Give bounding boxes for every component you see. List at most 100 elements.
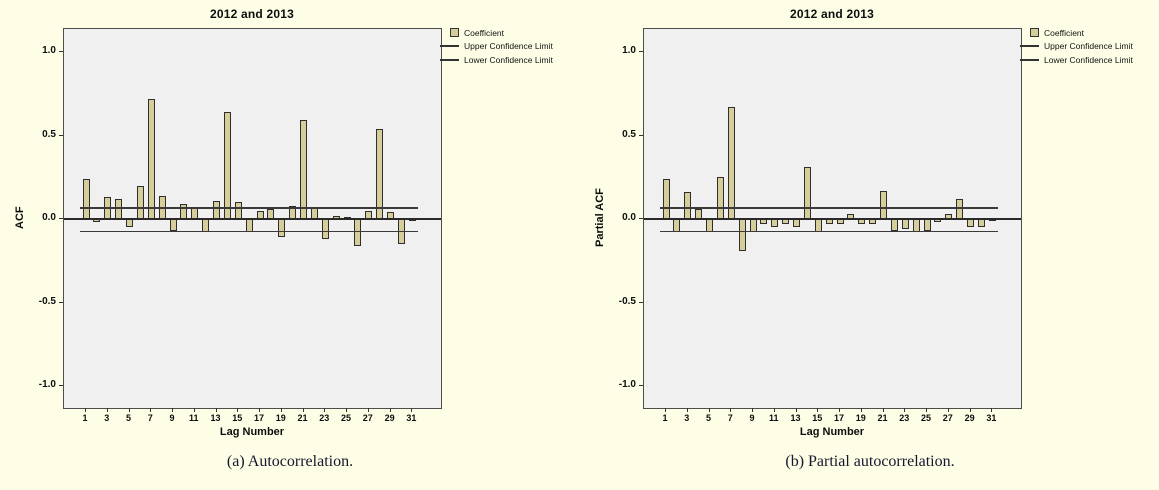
x-tick-label: 11 (189, 413, 199, 423)
chart-title: 2012 and 2013 (790, 7, 874, 21)
y-tick-mark (639, 385, 643, 386)
x-tick-label: 27 (942, 413, 953, 423)
x-tick-mark (172, 408, 174, 412)
lower-confidence-line (660, 230, 999, 233)
legend-label: Upper Confidence Limit (464, 41, 553, 52)
acf-bar-lag-26 (354, 219, 362, 246)
y-tick-label: -0.5 (618, 295, 636, 307)
y-tick-label: -1.0 (618, 379, 636, 390)
pacf-bar-lag-6 (716, 177, 724, 219)
x-tick-mark (860, 408, 862, 412)
panel-partial-autocorrelation: 2012 and 2013 Partial ACF Lag Number Coe… (580, 0, 1159, 490)
upper-confidence-line (660, 207, 999, 209)
pacf-bar-lag-28 (956, 199, 964, 219)
x-tick-mark (85, 408, 86, 412)
y-tick-label: -0.5 (38, 295, 56, 307)
y-tick-mark (59, 134, 63, 136)
x-tick-label: 1 (662, 413, 668, 423)
zero-line (64, 218, 441, 220)
zero-line (644, 218, 1021, 220)
y-tick-mark (59, 301, 63, 303)
upper-confidence-line-icon (1020, 45, 1039, 48)
pacf-bar-lag-7 (727, 107, 735, 219)
acf-bar-lag-14 (223, 112, 231, 219)
pacf-bar-lag-21 (880, 191, 888, 219)
legend-key (440, 28, 459, 38)
x-tick-label: 5 (705, 413, 711, 423)
acf-bar-lag-23 (321, 219, 329, 239)
y-tick-label: 1.0 (42, 45, 56, 56)
x-tick-label: 7 (147, 413, 153, 423)
x-tick-mark (882, 408, 884, 412)
x-tick-mark (128, 408, 130, 412)
y-tick-label: 0.0 (622, 212, 636, 223)
x-tick-label: 21 (297, 413, 308, 423)
y-tick-label: 0.5 (42, 128, 56, 140)
x-tick-mark (193, 408, 195, 412)
pacf-bar-lag-14 (803, 167, 811, 219)
pacf-bar-lag-23 (901, 219, 909, 229)
x-tick-label: 19 (855, 413, 866, 423)
y-tick-label: -1.0 (38, 379, 56, 390)
x-tick-label: 9 (169, 413, 175, 423)
x-tick-mark (346, 408, 348, 412)
legend-label: Lower Confidence Limit (464, 54, 553, 65)
pacf-bar-lag-25 (923, 219, 931, 231)
x-tick-label: 13 (790, 413, 801, 423)
x-tick-label: 9 (749, 413, 755, 423)
y-tick-mark (639, 301, 643, 303)
acf-bar-lag-13 (213, 201, 221, 219)
legend-label: Coefficient (464, 27, 505, 38)
x-tick-label: 17 (254, 413, 265, 423)
x-tick-label: 19 (275, 413, 286, 423)
coefficient-swatch-icon (1030, 28, 1039, 38)
x-tick-label: 15 (812, 413, 823, 423)
legend-item-coefficient: Coefficient (1020, 26, 1155, 40)
x-axis-title: Lag Number (799, 426, 865, 438)
legend-label: Upper Confidence Limit (1044, 41, 1133, 52)
acf-plot-area (63, 28, 442, 409)
x-tick-label: 23 (899, 413, 910, 423)
acf-bar-lag-4 (115, 199, 123, 219)
legend-item-lower-confidence: Lower Confidence Limit (440, 53, 575, 67)
legend-key (1020, 28, 1039, 38)
x-tick-label: 13 (210, 413, 221, 423)
x-tick-mark (389, 408, 391, 412)
legend-key (1020, 58, 1039, 61)
legend-item-upper-confidence: Upper Confidence Limit (1020, 40, 1155, 54)
pacf-bar-lag-29 (967, 219, 975, 227)
x-tick-mark (730, 408, 732, 412)
acf-bar-lag-1 (82, 179, 90, 219)
x-tick-label: 25 (341, 413, 352, 423)
x-tick-label: 11 (769, 413, 779, 423)
legend-item-upper-confidence: Upper Confidence Limit (440, 40, 575, 54)
acf-bar-lag-10 (180, 204, 188, 219)
acf-bar-lag-28 (376, 129, 384, 219)
x-tick-mark (411, 408, 413, 412)
x-tick-mark (259, 408, 261, 412)
acf-bar-lag-15 (234, 202, 242, 219)
y-tick-mark (59, 51, 63, 52)
x-tick-label: 29 (384, 413, 395, 423)
x-axis-title: Lag Number (219, 426, 285, 438)
acf-bar-lag-9 (169, 219, 177, 231)
pacf-bar-lag-11 (771, 219, 779, 227)
pacf-bar-lag-13 (793, 219, 801, 227)
x-tick-label: 29 (964, 413, 975, 423)
y-tick-mark (639, 51, 643, 52)
y-tick-mark (639, 134, 643, 136)
figure-caption-b: (b) Partial autocorrelation. (785, 453, 955, 470)
x-tick-label: 5 (125, 413, 131, 423)
x-tick-mark (947, 408, 949, 412)
acf-bar-lag-6 (136, 186, 144, 219)
x-tick-mark (686, 408, 688, 412)
legend-item-lower-confidence: Lower Confidence Limit (1020, 53, 1155, 67)
x-tick-mark (773, 408, 775, 412)
x-tick-label: 27 (362, 413, 373, 423)
x-tick-mark (795, 408, 797, 412)
legend-key (440, 45, 459, 48)
x-tick-label: 3 (684, 413, 690, 423)
legend: Coefficient Upper Confidence Limit Lower… (440, 26, 575, 67)
x-tick-mark (237, 408, 239, 412)
legend-item-coefficient: Coefficient (440, 26, 575, 40)
